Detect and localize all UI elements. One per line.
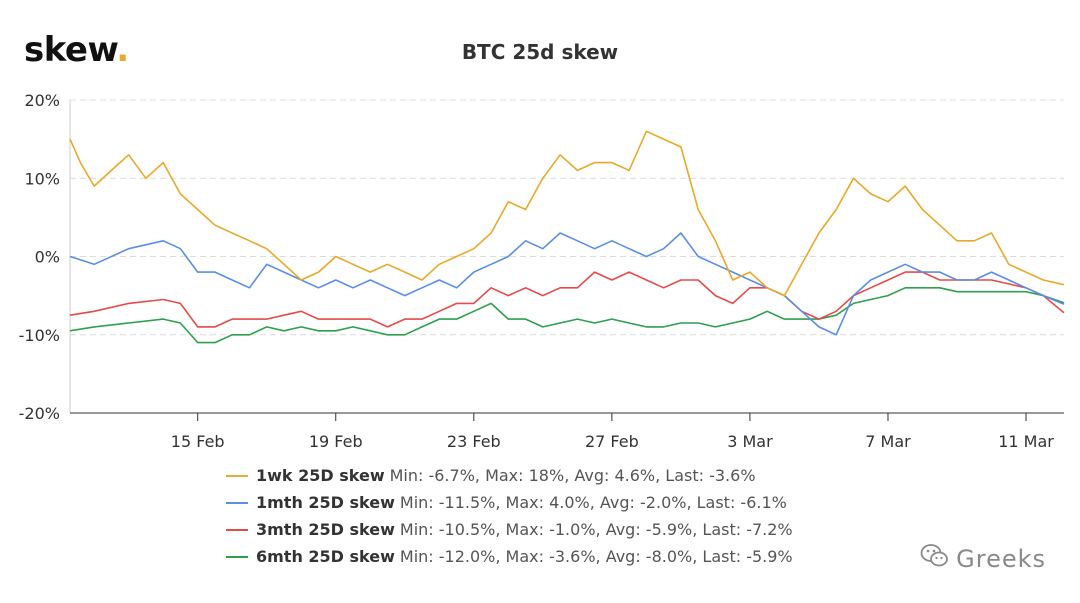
y-tick-label: 20% [24, 91, 60, 110]
legend-series-name: 1wk 25D skew [256, 466, 385, 485]
x-tick-label: 19 Feb [309, 432, 363, 451]
watermark-text: Greeks [956, 545, 1046, 573]
legend-series-name: 6mth 25D skew [256, 547, 395, 566]
chart-title: BTC 25d skew [461, 40, 619, 64]
line-chart: 20% 10% 0% -10% -20% 15 Feb 19 Feb 23 Feb 27 Feb… [19, 91, 1065, 451]
legend-item[interactable]: 1mth 25D skew Min: -11.5%, Max: 4.0%, Avg… [226, 489, 793, 516]
wechat-icon [920, 543, 950, 575]
legend-item[interactable]: 1wk 25D skew Min: -6.7%, Max: 18%, Avg: 4… [226, 462, 793, 489]
series-line-3mth [69, 271, 1065, 328]
legend-series-name: 3mth 25D skew [256, 520, 395, 539]
x-tick-label: 23 Feb [447, 432, 501, 451]
y-tick-label: -10% [19, 326, 60, 345]
logo-text: skew [24, 30, 117, 70]
skew-logo: skew. [24, 30, 129, 70]
legend-series-stats: Min: -10.5%, Max: -1.0%, Avg: -5.9%, Las… [399, 520, 793, 539]
series-line-1mth [69, 232, 1065, 336]
y-tick-label: -20% [19, 404, 60, 423]
legend-series-stats: Min: -12.0%, Max: -3.6%, Avg: -8.0%, Las… [399, 547, 793, 566]
legend: 1wk 25D skew Min: -6.7%, Max: 18%, Avg: 4… [226, 462, 793, 570]
legend-swatch [226, 501, 248, 504]
legend-series-stats: Min: -11.5%, Max: 4.0%, Avg: -2.0%, Last… [399, 493, 787, 512]
x-tick-label: 7 Mar [865, 432, 911, 451]
watermark: Greeks [920, 543, 1046, 575]
legend-item[interactable]: 3mth 25D skew Min: -10.5%, Max: -1.0%, Av… [226, 516, 793, 543]
series-line-1wk [69, 130, 1065, 297]
legend-item[interactable]: 6mth 25D skew Min: -12.0%, Max: -3.6%, Av… [226, 543, 793, 570]
x-tick-label: 15 Feb [171, 432, 225, 451]
y-tick-label: 10% [24, 169, 60, 188]
x-tick-label: 3 Mar [727, 432, 773, 451]
x-tick-label: 11 Mar [998, 432, 1054, 451]
legend-swatch [226, 528, 248, 531]
series-line-6mth [69, 286, 1065, 344]
legend-swatch [226, 474, 248, 477]
x-tick-label: 27 Feb [585, 432, 639, 451]
y-tick-label: 0% [35, 248, 60, 267]
legend-swatch [226, 555, 248, 558]
legend-series-stats: Min: -6.7%, Max: 18%, Avg: 4.6%, Last: -… [389, 466, 756, 485]
logo-dot: . [116, 30, 129, 70]
legend-series-name: 1mth 25D skew [256, 493, 395, 512]
